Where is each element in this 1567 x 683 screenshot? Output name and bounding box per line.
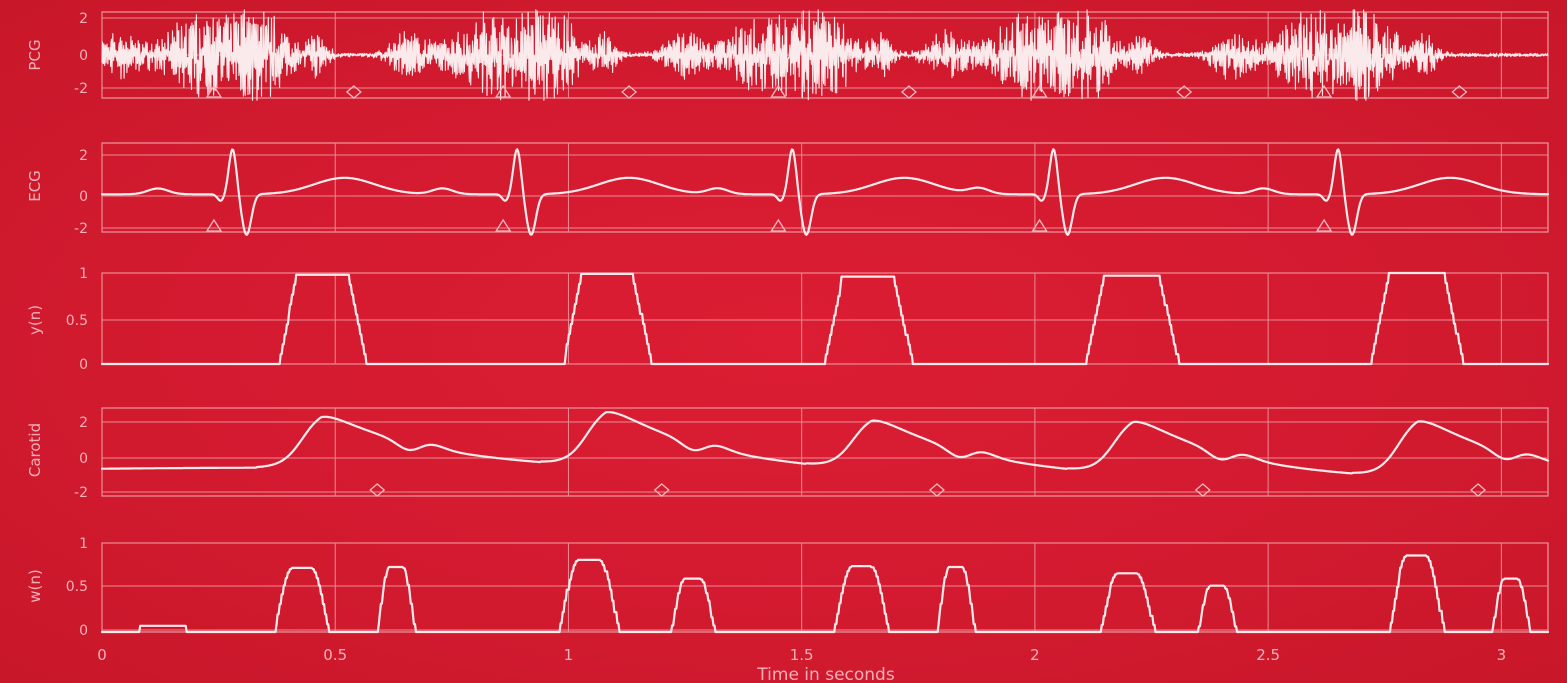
y-tick-label: 2 bbox=[79, 11, 88, 27]
y-tick-label: -2 bbox=[74, 81, 88, 97]
event-marker-triangle bbox=[205, 84, 223, 98]
y-tick-label: 0 bbox=[79, 623, 88, 639]
panel-frame bbox=[101, 542, 1549, 633]
y-tick-label: 0.5 bbox=[66, 579, 88, 595]
y-tick-label: 2 bbox=[79, 415, 88, 431]
x-tick-label: 2 bbox=[1030, 646, 1040, 664]
x-tick-label: 1 bbox=[564, 646, 574, 664]
panel-ecg: 2 0 -2 ECG bbox=[26, 142, 1550, 237]
y-tick-label: 0 bbox=[79, 48, 88, 64]
event-marker-triangle bbox=[770, 218, 787, 232]
event-marker-triangle bbox=[1315, 218, 1333, 232]
y-tick-label: 0 bbox=[79, 189, 88, 205]
event-marker-diamond bbox=[900, 85, 917, 99]
event-marker-diamond bbox=[621, 85, 638, 99]
event-marker-diamond bbox=[653, 483, 670, 497]
y-axis-label: ECG bbox=[26, 170, 44, 202]
event-marker-triangle bbox=[1031, 84, 1048, 98]
panel-carotid: 2 0 -2 Carotid bbox=[26, 407, 1550, 501]
x-tick-label: 3 bbox=[1497, 646, 1507, 664]
panel-frame bbox=[101, 272, 1549, 365]
panel-pcg: 2 0 -2 PCG bbox=[26, 9, 1549, 101]
y-axis-label: y(n) bbox=[26, 305, 44, 335]
x-tick-label: 2.5 bbox=[1256, 646, 1280, 664]
event-marker-triangle bbox=[1315, 84, 1333, 98]
event-marker-diamond bbox=[1194, 483, 1211, 497]
event-marker-diamond bbox=[928, 483, 945, 497]
x-axis-title: Time in seconds bbox=[756, 665, 895, 683]
y-tick-label: 0 bbox=[79, 451, 88, 467]
y-axis-label: w(n) bbox=[26, 569, 44, 602]
pcg-trace bbox=[101, 9, 1549, 101]
y-tick-label: 0.5 bbox=[66, 313, 88, 329]
x-tick-label: 0.5 bbox=[323, 646, 347, 664]
panel-frame bbox=[101, 407, 1549, 497]
event-marker-diamond bbox=[369, 483, 386, 497]
panel-y_pcg: 1 0.5 0 w(n) bbox=[26, 536, 1550, 639]
event-marker-triangle bbox=[205, 218, 223, 232]
panel-y_ecg: 1 0.5 0 y(n) bbox=[26, 266, 1550, 373]
event-marker-triangle bbox=[1031, 218, 1048, 232]
carotid-trace bbox=[100, 411, 1550, 475]
ecg-trace bbox=[100, 148, 1550, 236]
x-tick-label: 1.5 bbox=[790, 646, 814, 664]
y-axis-label: Carotid bbox=[26, 423, 44, 477]
event-marker-diamond bbox=[1176, 85, 1193, 99]
event-marker-diamond bbox=[345, 85, 362, 99]
y-tick-label: 2 bbox=[79, 148, 88, 164]
event-marker-diamond bbox=[1470, 483, 1487, 497]
y-tick-label: 0 bbox=[79, 357, 88, 373]
y_pcg-trace bbox=[100, 554, 1550, 634]
y-tick-label: 1 bbox=[79, 536, 88, 552]
event-marker-triangle bbox=[494, 218, 512, 232]
y-tick-label: -2 bbox=[74, 221, 88, 237]
y-tick-label: -2 bbox=[74, 485, 88, 501]
y-tick-label: 1 bbox=[79, 266, 88, 282]
y-axis-label: PCG bbox=[26, 39, 44, 70]
x-tick-label: 0 bbox=[97, 646, 107, 664]
event-marker-diamond bbox=[1451, 85, 1468, 99]
event-marker-triangle bbox=[494, 84, 512, 98]
event-marker-triangle bbox=[770, 84, 787, 98]
y_ecg-trace bbox=[100, 271, 1550, 366]
